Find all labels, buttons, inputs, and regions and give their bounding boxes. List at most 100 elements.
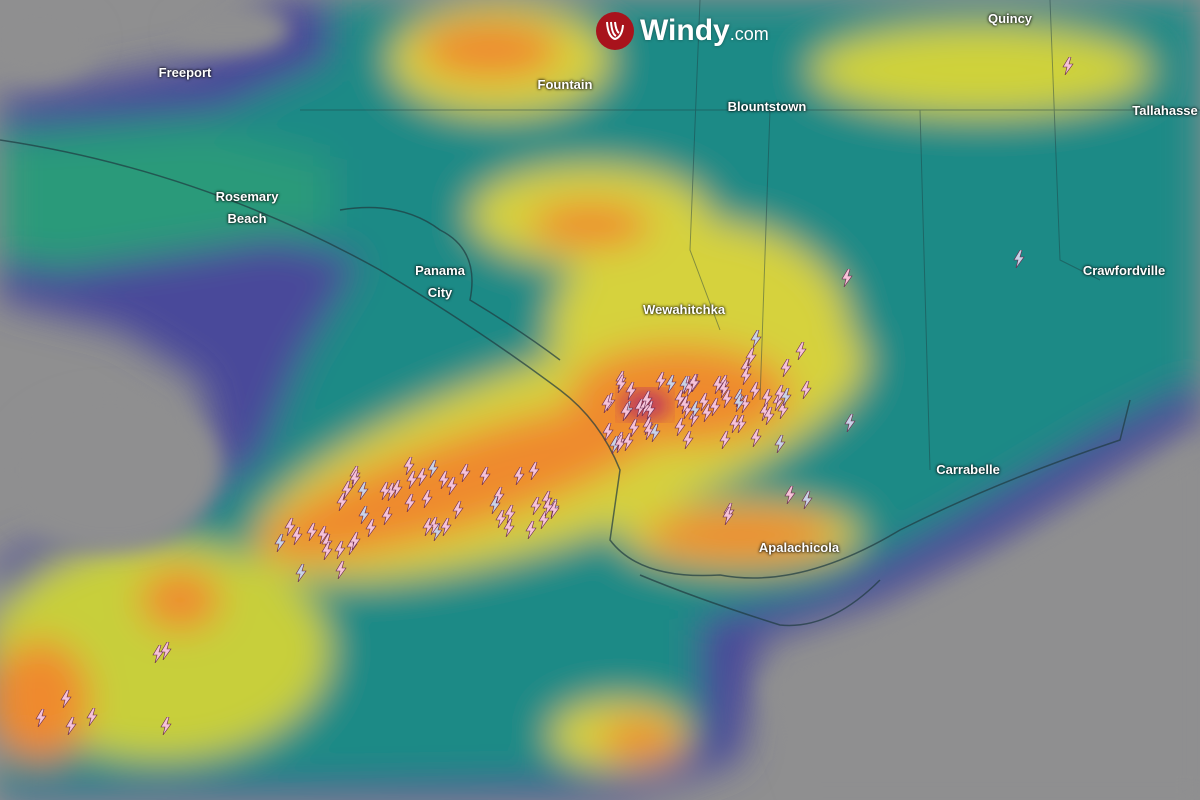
lightning-icon <box>504 504 516 523</box>
lightning-icon <box>701 404 713 423</box>
place-label[interactable]: Panama City <box>415 263 465 300</box>
borders <box>300 0 1200 471</box>
lightning-icon <box>712 376 724 395</box>
lightning-icon <box>446 477 458 496</box>
lightning-icon <box>719 430 731 449</box>
windy-logo-icon <box>596 12 634 50</box>
lightning-icon <box>784 485 796 504</box>
windy-logo[interactable]: Windy.com <box>596 12 769 50</box>
lightning-icon <box>601 395 613 414</box>
lightning-icon <box>717 379 730 398</box>
lightning-icon <box>682 431 694 450</box>
lightning-icon <box>601 422 614 441</box>
lightning-icon <box>152 645 164 664</box>
lightning-icon <box>306 522 318 541</box>
lightning-icon <box>729 414 741 433</box>
lightning-icon <box>427 460 439 479</box>
place-label[interactable]: Quincy <box>987 11 1033 26</box>
lightning-icon <box>674 389 686 408</box>
lightning-icon <box>548 501 560 520</box>
lightning-icon <box>844 413 857 432</box>
lightning-icon <box>489 496 501 515</box>
place-label[interactable]: Carrabelle <box>936 462 1000 477</box>
lightning-icon <box>643 422 655 440</box>
lightning-icon <box>665 375 677 394</box>
lightning-icon <box>733 393 745 412</box>
lightning-icon <box>698 393 711 412</box>
lightning-icon <box>379 482 391 501</box>
lightning-icon <box>655 372 667 391</box>
lightning-icon <box>528 462 540 481</box>
lightning-icon <box>335 561 347 580</box>
place-label[interactable]: Blountstown <box>727 99 807 114</box>
lightning-icon <box>452 500 464 519</box>
lightning-icon <box>615 374 627 393</box>
lightning-icon <box>391 479 403 498</box>
lightning-icon <box>321 542 334 561</box>
lightning-icon <box>291 527 303 546</box>
place-label[interactable]: Fountain <box>537 77 593 92</box>
lightning-icon <box>1013 250 1025 269</box>
lightning-icon <box>740 367 752 386</box>
lightning-icon <box>1062 56 1074 75</box>
lightning-icon <box>622 432 634 451</box>
lightning-icon <box>688 374 700 393</box>
lightning-icon <box>404 493 416 512</box>
lightning-icon <box>761 388 773 407</box>
lightning-icon <box>609 435 621 454</box>
lightning-icon <box>625 381 637 400</box>
lightning-icon <box>513 467 525 486</box>
lightning-icon <box>495 509 507 528</box>
lightning-icon <box>381 506 393 525</box>
lightning-icon <box>479 466 491 485</box>
lightning-icon <box>295 563 307 582</box>
lightning-icon <box>689 400 701 419</box>
lightning-icon <box>679 396 691 415</box>
lightning-icon <box>722 506 734 525</box>
lightning-icon <box>403 456 415 475</box>
lightning-icon <box>614 434 626 453</box>
lightning-icon <box>774 384 786 403</box>
lightning-icon <box>416 467 428 486</box>
lightning-icon <box>86 707 98 726</box>
lightning-icon <box>800 380 812 399</box>
lightning-icon <box>795 341 807 360</box>
lightning-icon <box>341 480 353 499</box>
lightning-icon <box>440 518 452 537</box>
lightning-icon <box>459 464 471 483</box>
lightning-icon <box>365 519 377 538</box>
lightning-icon <box>709 398 721 417</box>
coastline <box>0 139 1131 627</box>
lightning-icon <box>530 496 542 515</box>
lightning-icon <box>750 429 762 448</box>
lightning-icon <box>357 482 369 501</box>
place-label[interactable]: Freeport <box>158 65 212 80</box>
lightning-icon <box>721 389 733 408</box>
place-label[interactable]: Wewahitchka <box>642 302 726 317</box>
lightning-icon <box>358 505 370 524</box>
lightning-icon <box>780 359 792 378</box>
lightning-icon <box>60 689 73 708</box>
lightning-icon <box>641 390 654 409</box>
place-label[interactable]: Apalachicola <box>758 540 840 555</box>
lightning-icon <box>64 716 77 735</box>
lightning-icon <box>620 403 632 422</box>
place-label[interactable]: Crawfordville <box>1082 263 1166 278</box>
lightning-icon <box>674 417 686 436</box>
lightning-icon <box>160 717 172 736</box>
lightning-icon <box>777 401 789 420</box>
lightning-icon <box>349 469 361 488</box>
place-label[interactable]: Rosemary Beach <box>215 189 279 226</box>
place-label[interactable]: Tallahasse <box>1132 103 1198 118</box>
lightning-icon <box>644 401 656 420</box>
lightning-icon <box>422 517 434 536</box>
lightning-icon <box>780 387 792 406</box>
lightning-icon <box>749 381 762 400</box>
logo-suffix: .com <box>729 24 769 44</box>
lightning-icon <box>438 471 450 490</box>
lightning-icon <box>628 419 640 438</box>
lightning-icon <box>649 423 661 442</box>
lightning-icon <box>542 497 554 516</box>
